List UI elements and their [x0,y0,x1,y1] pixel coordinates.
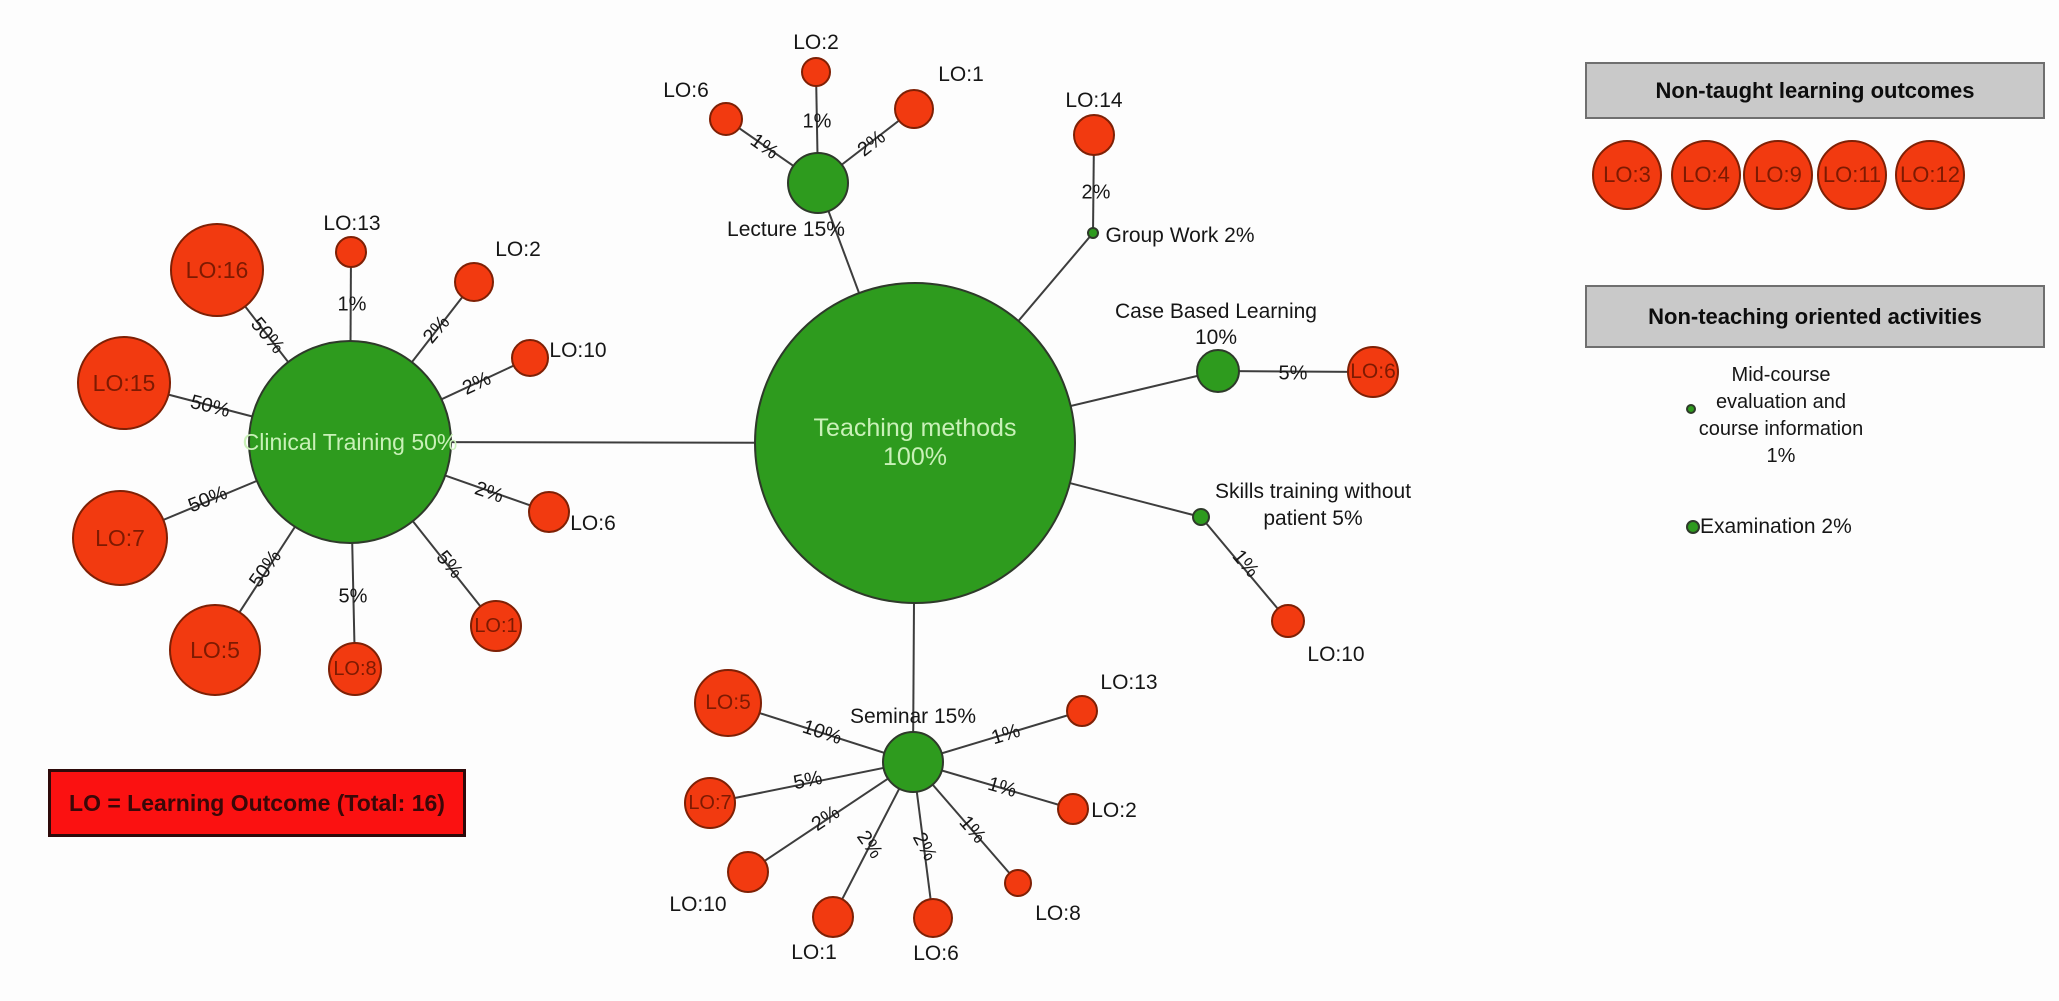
edge-case-based-learning-cbl-lo6 [1217,370,1374,373]
midcourse-line-3: course information [1698,418,1864,440]
edge-seminar-sem-lo8 [912,761,1019,884]
legend-text: LO = Learning Outcome (Total: 16) [69,789,445,816]
edge-seminar-sem-lo6 [912,761,934,919]
edge-clinical-training-ct-lo8 [349,441,356,670]
edge-teaching-methods-lecture [817,182,916,444]
non-teaching-header: Non-teaching oriented activities [1585,285,2045,348]
midcourse-evaluation-label: Mid-course evaluation and course informa… [1666,362,1896,470]
edge-seminar-sem-lo1 [832,761,914,918]
edge-skills-training-sk-lo10 [1200,516,1289,622]
edge-clinical-training-ct-lo15 [123,382,351,443]
midcourse-line-4: 1% [1766,445,1796,467]
edge-seminar-sem-lo2 [912,761,1074,810]
midcourse-line-1: Mid-course [1731,364,1831,386]
examination-label: Examination 2% [1700,515,1852,538]
edge-clinical-training-ct-lo2 [349,281,475,443]
edge-clinical-training-ct-lo5 [214,441,351,651]
edge-clinical-training-ct-lo6 [349,441,550,513]
edge-seminar-sem-lo5 [727,702,914,763]
edge-lecture-lec-lo6 [725,118,819,184]
edge-seminar-sem-lo13 [912,710,1083,763]
edge-clinical-training-ct-lo10 [349,357,531,443]
edge-group-work-gw-lo14 [1092,134,1095,234]
midcourse-line-2: evaluation and [1715,391,1847,413]
edge-clinical-training-ct-lo7 [119,441,351,539]
edge-lecture-lec-lo2 [815,71,819,184]
edge-teaching-methods-seminar [912,442,916,763]
non-teaching-header-label: Non-teaching oriented activities [1648,303,1982,329]
edge-clinical-training-ct-lo1 [349,441,497,627]
edge-teaching-methods-skills-training [914,442,1202,518]
edge-lecture-lec-lo1 [817,108,915,184]
edge-clinical-training-ct-lo13 [349,251,352,443]
non-taught-header-label: Non-taught learning outcomes [1655,77,1975,103]
edge-teaching-methods-clinical-training [349,441,916,444]
edge-teaching-methods-group-work [914,232,1094,444]
edge-clinical-training-ct-lo16 [216,269,351,443]
non-taught-header: Non-taught learning outcomes [1585,62,2045,119]
legend-box: LO = Learning Outcome (Total: 16) [48,769,466,837]
edge-seminar-sem-lo7 [709,761,914,804]
edge-teaching-methods-case-based-learning [914,370,1219,444]
